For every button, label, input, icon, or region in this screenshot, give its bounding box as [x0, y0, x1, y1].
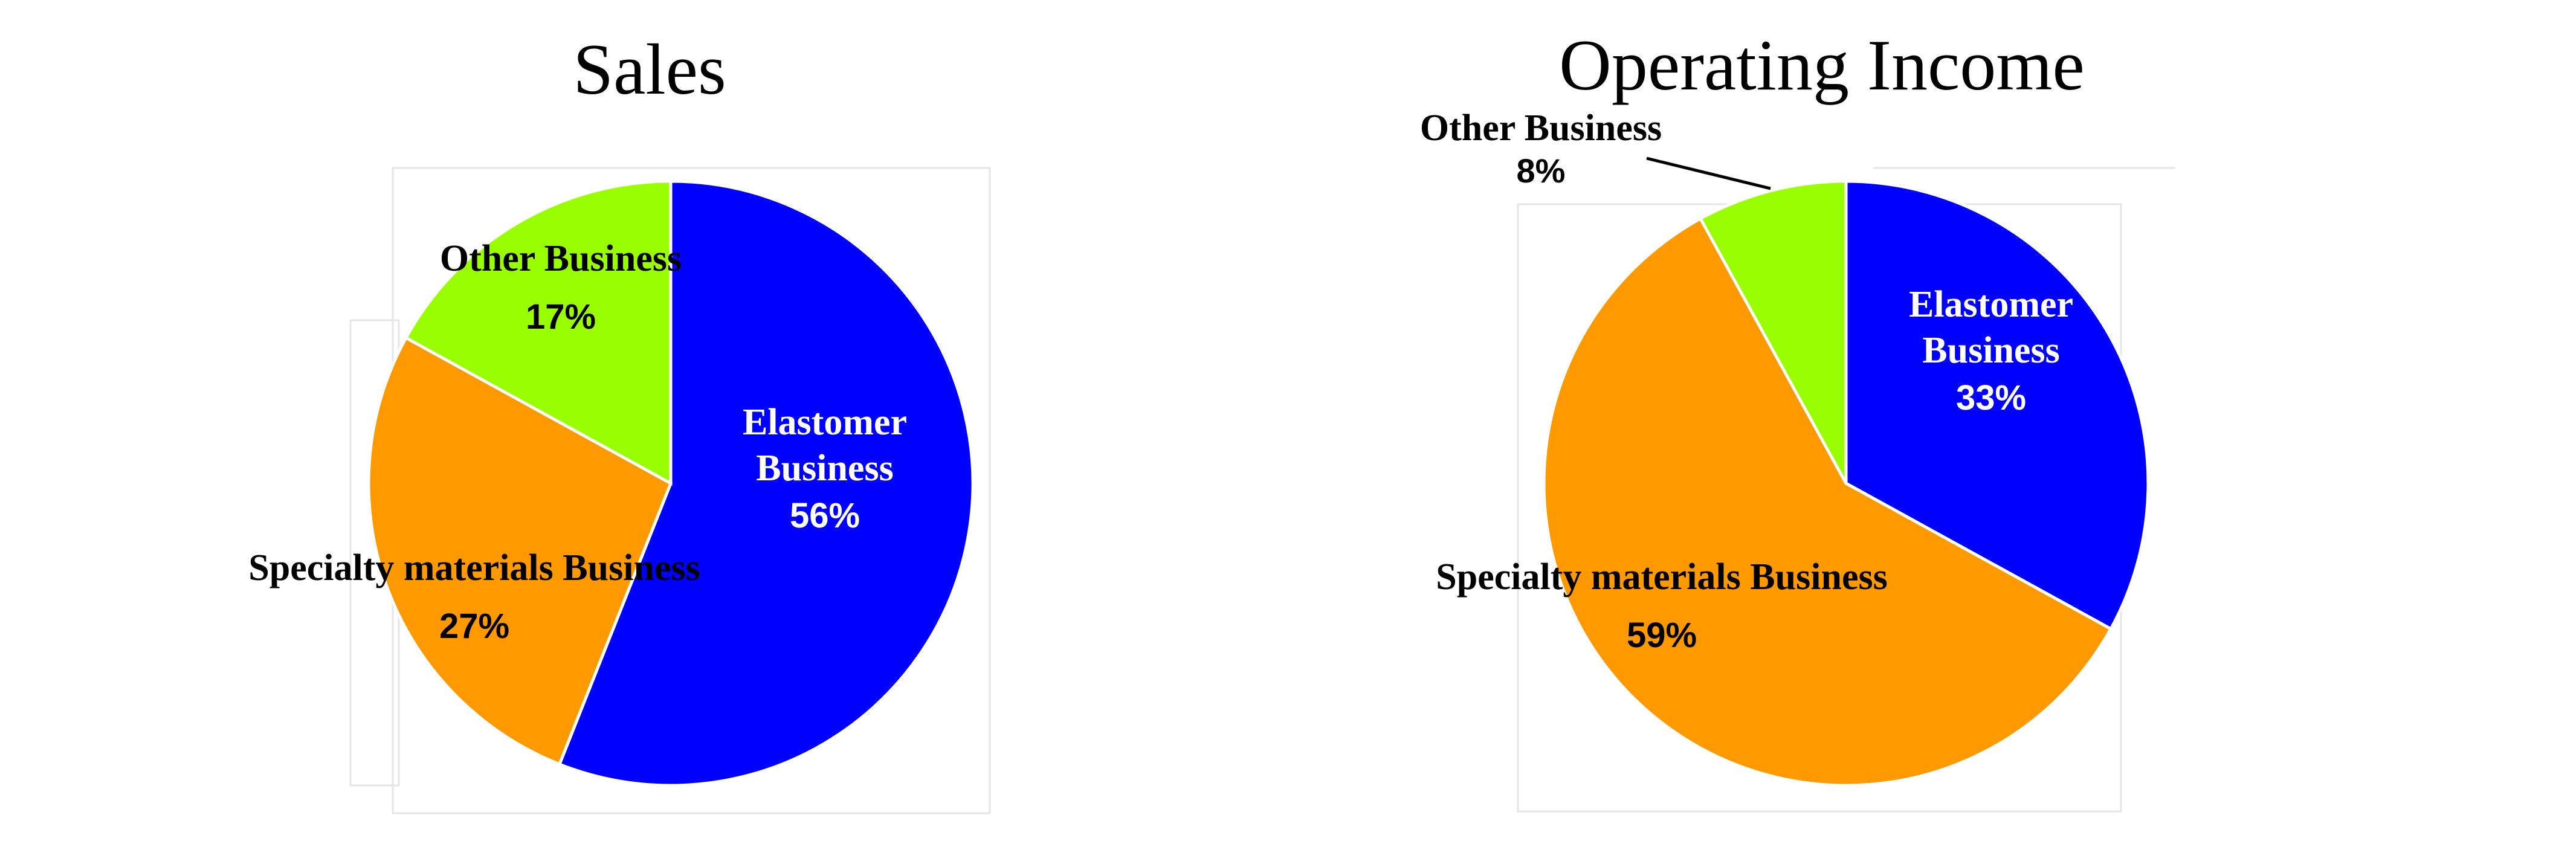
sales-pie-slices	[367, 179, 975, 787]
slice-label-other-business: Other Business	[440, 238, 682, 279]
slice-specialty-materials-business	[1542, 216, 2113, 787]
slice-percent-specialty-materials-business: 27%	[439, 607, 509, 646]
slice-label-elastomer-business-line-1: Elastomer	[1909, 284, 2073, 325]
operating-income-pie-chart: Operating Income Elastomer Business 33% Spe…	[1420, 25, 2150, 787]
slice-percent-specialty-materials-business: 59%	[1627, 616, 1697, 655]
slice-elastomer-business	[1844, 179, 2150, 631]
slice-percent-other-business: 8%	[1517, 152, 1566, 190]
slice-elastomer-business	[557, 179, 975, 787]
slice-label-other-business: Other Business	[1420, 108, 1662, 149]
slice-other-business	[404, 179, 673, 486]
other-business-leader-line	[1646, 156, 1771, 190]
sales-pie-labels: Elastomer Business 56% Specialty materials …	[248, 238, 907, 646]
slice-label-elastomer-business-line-2: Business	[756, 448, 893, 489]
sales-pie-chart: Sales Elastomer Business 56% Specialty mate…	[248, 29, 975, 787]
slice-label-elastomer-business-line-2: Business	[1922, 330, 2059, 371]
operating-income-pie-slices	[1542, 179, 2150, 787]
operating-income-chart-title: Operating Income	[1559, 25, 2085, 105]
slice-percent-elastomer-business: 33%	[1956, 378, 2026, 417]
slice-label-specialty-materials-business: Specialty materials Business	[1436, 556, 1887, 598]
slice-label-elastomer-business-line-1: Elastomer	[743, 402, 907, 443]
slice-specialty-materials-business	[367, 335, 673, 767]
slice-label-specialty-materials-business: Specialty materials Business	[248, 547, 700, 588]
sales-chart-title: Sales	[573, 29, 726, 109]
slice-other-business	[1698, 179, 1848, 485]
slice-percent-elastomer-business: 56%	[790, 496, 860, 535]
operating-income-pie-labels: Elastomer Business 33% Specialty materials …	[1420, 108, 2073, 655]
slice-percent-other-business: 17%	[526, 297, 596, 337]
